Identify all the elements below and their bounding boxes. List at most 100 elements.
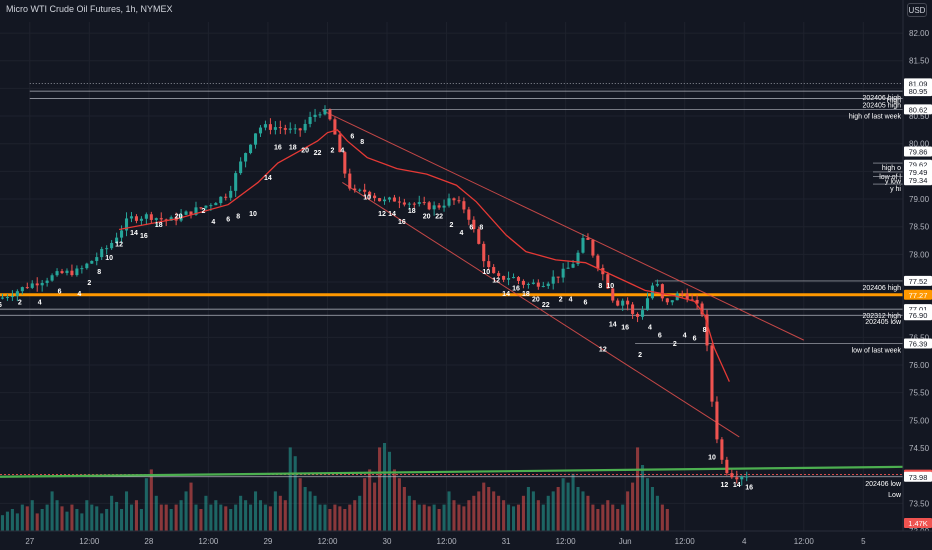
candle-body	[343, 152, 347, 174]
volume-bar	[105, 509, 109, 531]
price-tick-label: 76.50	[909, 333, 930, 342]
volume-bar	[323, 504, 327, 531]
volume-bar	[25, 506, 29, 531]
volume-bar	[303, 487, 307, 531]
volume-bar	[273, 491, 277, 531]
volume-bar	[626, 491, 630, 531]
volume-bar	[244, 500, 248, 531]
bar-count-label: 8	[703, 327, 707, 334]
volume-bar	[442, 504, 446, 531]
volume-bar	[487, 487, 491, 531]
candle-body	[209, 205, 213, 207]
price-tick-label: 80.00	[909, 140, 930, 149]
volume-bar	[30, 500, 34, 531]
bar-count-labels: 6246428101214161820246810141618202224681…	[0, 133, 753, 491]
bar-count-label: 2	[18, 299, 22, 306]
candle-body	[378, 198, 382, 202]
volume-bar	[482, 482, 486, 531]
price-axis[interactable]: 82.0081.5081.0080.5080.0079.5079.0078.50…	[902, 0, 932, 550]
price-badge-label: 79.62	[909, 161, 928, 170]
candle-body	[219, 196, 223, 204]
level-tag: Low	[888, 492, 902, 499]
candle-body	[159, 218, 163, 220]
bar-count-label: 20	[532, 297, 540, 304]
candle-body	[318, 114, 322, 116]
volume-bar	[591, 504, 595, 531]
volume-bar	[363, 478, 367, 531]
volume-bar	[621, 504, 625, 531]
candle-body	[407, 203, 411, 205]
price-tick-label: 76.00	[909, 361, 930, 370]
currency-button[interactable]: USD	[907, 3, 927, 17]
volume-bar	[229, 509, 233, 531]
bar-count-label: 2	[330, 147, 334, 154]
volume-bar	[70, 504, 74, 531]
price-badge	[904, 289, 932, 300]
bar-count-label: 14	[264, 175, 272, 182]
candle-body	[75, 268, 79, 276]
bar-count-label: 2	[87, 280, 91, 287]
time-axis[interactable]: 27 12:00 28 12:00 29 12:00 30 12:00 31 12:00 Jun 12…	[0, 530, 932, 550]
volume-bar	[502, 500, 506, 531]
price-badge-label: 79.34	[909, 176, 928, 185]
candle-body	[25, 287, 29, 289]
price-badge-label: 77.52	[909, 277, 928, 286]
volume-bar	[298, 478, 302, 531]
candle-body	[725, 459, 729, 474]
candle-body	[110, 242, 114, 249]
candle-body	[616, 300, 620, 306]
bar-count-label: 18	[155, 222, 163, 229]
volume-badge-label: 1.47K	[908, 519, 928, 528]
volume-bar	[417, 504, 421, 531]
bar-count-label: 14	[733, 482, 741, 489]
candle-body	[129, 216, 134, 219]
volume-bar	[115, 501, 119, 531]
price-tick-label: 79.00	[909, 195, 930, 204]
price-badge-label: 77.01	[909, 305, 928, 314]
candle-body	[591, 239, 595, 256]
candle-body	[730, 473, 734, 478]
candle-body	[437, 205, 441, 208]
volume-bar	[636, 447, 640, 531]
volume-bar	[422, 504, 426, 531]
time-axis-bg	[0, 531, 932, 550]
candle-body	[710, 345, 714, 402]
time-tick-label: 12:00	[556, 537, 577, 546]
bar-count-label: 20	[423, 214, 431, 221]
volume-bar	[343, 509, 347, 531]
candle-body	[204, 205, 208, 208]
volume-bar	[278, 495, 282, 531]
volume-bar	[616, 509, 620, 531]
candle-body	[184, 211, 188, 215]
price-badge	[904, 146, 932, 157]
candle-body	[586, 237, 590, 240]
bar-count-label: 10	[105, 255, 113, 262]
volume-bar	[194, 504, 198, 531]
volume-bar	[511, 506, 516, 531]
candle-body	[422, 202, 426, 204]
time-tick-label: 12:00	[317, 537, 338, 546]
candle-body	[690, 299, 694, 301]
candle-body	[144, 214, 148, 219]
volume-bar	[249, 504, 253, 531]
volume-bar	[516, 504, 521, 531]
candle-body	[387, 197, 392, 200]
bar-count-label: 12	[378, 211, 386, 218]
candle-body	[15, 291, 19, 296]
bar-count-label: 2	[450, 222, 454, 229]
volume-bar	[447, 491, 451, 531]
level-label: 202405 high	[862, 102, 901, 109]
volume-badge	[904, 518, 932, 528]
volume-bar	[640, 465, 645, 531]
volume-bar	[313, 495, 317, 531]
candle-body	[417, 202, 421, 204]
bar-count-label: 6	[226, 216, 230, 223]
candle-body	[472, 219, 476, 230]
bar-count-label: 10	[249, 211, 257, 218]
volume-bar	[20, 504, 24, 531]
bar-count-label: 2	[201, 208, 205, 215]
candle-body	[189, 211, 193, 215]
candle-body	[224, 196, 228, 198]
candle-body	[258, 127, 263, 134]
